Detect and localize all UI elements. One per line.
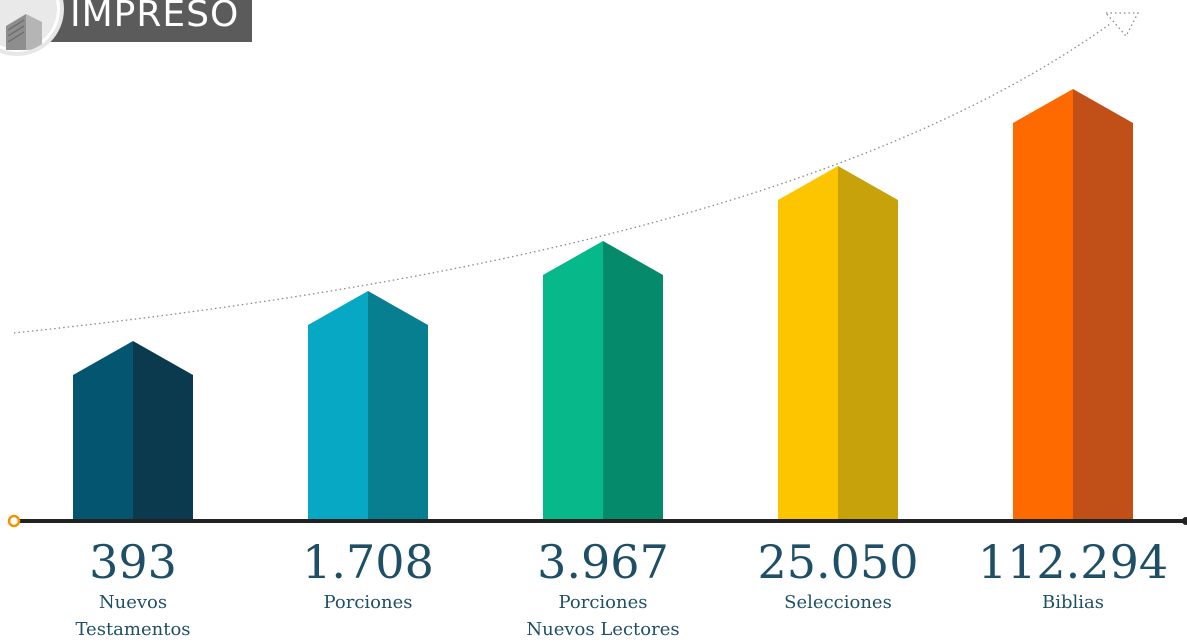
bar-front-face [778,166,838,521]
bar-front-face [73,341,133,521]
category-label: Testamentos [75,619,190,640]
value-label: 25.050 [758,535,919,589]
header-tab [36,0,252,42]
bars-group [73,89,1133,521]
value-label: 3.967 [537,535,669,589]
bar-front-face [1013,89,1073,521]
bar-2 [308,291,428,521]
bar-5 [1013,89,1133,521]
bar-side-face [1073,89,1133,521]
bar-side-face [603,241,663,521]
bar-3 [543,241,663,521]
category-label: Biblias [1042,592,1104,613]
category-label: Porciones [324,592,413,613]
category-label: Selecciones [784,592,892,613]
bar-4 [778,166,898,521]
book-icon [0,0,60,52]
category-label: Nuevos Lectores [526,619,679,640]
bar-side-face [133,341,193,521]
bar-1 [73,341,193,521]
page-title: IMPRESO [70,0,240,35]
trend-line [13,12,1140,334]
axis-start-marker [7,514,21,528]
bar-front-face [543,241,603,521]
bar-side-face [838,166,898,521]
bar-front-face [308,291,368,521]
category-label: Porciones [559,592,648,613]
value-label: 1.708 [302,535,434,589]
x-axis [7,514,1187,528]
value-label: 112.294 [978,535,1168,589]
header: IMPRESO [0,0,260,70]
value-label: 393 [89,535,177,589]
category-label: Nuevos [99,592,167,613]
triangle-arrow-icon [1104,12,1140,38]
axis-end-marker [1182,517,1187,525]
bar-side-face [368,291,428,521]
labels-group: 393 Nuevos Testamentos 1.708 Porciones 3.967 P… [75,535,1168,640]
